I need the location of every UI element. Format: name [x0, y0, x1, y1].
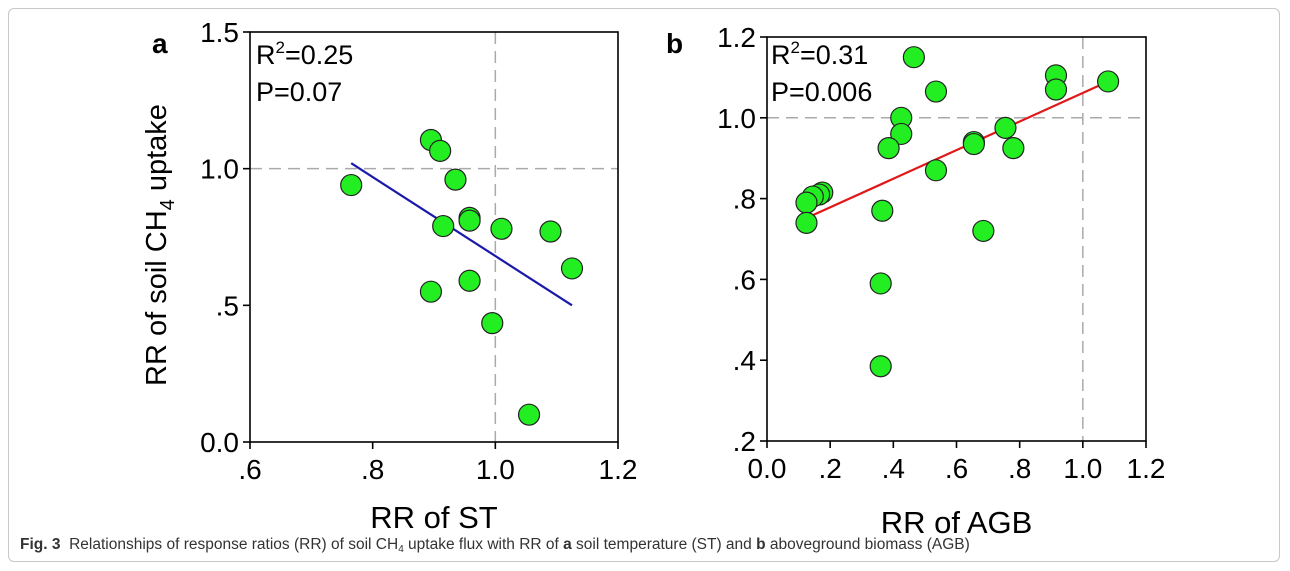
data-point: [1002, 137, 1025, 160]
r-squared-annotation: R2=0.31: [771, 38, 868, 70]
caption-fig-label: Fig. 3: [20, 536, 61, 553]
data-point: [795, 191, 818, 214]
data-point: [432, 214, 455, 238]
y-tick-label: .5: [216, 290, 239, 321]
x-tick-label: 1.0: [1063, 453, 1102, 484]
panel-b: .2.4.6.81.01.20.0.2.4.6.8 1.0 1.2RR of AGB…: [666, 22, 1165, 540]
r-squared-annotation: R2=0.25: [256, 38, 353, 70]
figure-frame: [8, 8, 1280, 562]
data-point: [972, 219, 995, 243]
panel-label: a: [152, 28, 168, 59]
data-point: [458, 209, 481, 232]
y-tick-label: 1.2: [717, 22, 756, 53]
data-point: [429, 139, 452, 162]
x-axis-label: RR of ST: [370, 500, 498, 535]
regression-line: [804, 80, 1109, 220]
caption-a-label: a: [563, 536, 572, 553]
r-squared-sup: 2: [791, 38, 800, 57]
x-tick-label: 1.2: [1127, 453, 1166, 484]
caption-text-4: aboveground biomass (AGB): [765, 536, 970, 553]
data-point: [795, 211, 818, 234]
r-squared-sup: 2: [276, 38, 285, 57]
p-value-annotation: P=0.07: [256, 77, 342, 107]
x-tick-label: .8: [361, 454, 384, 485]
data-point: [962, 132, 985, 156]
data-point: [924, 159, 948, 182]
panel-a: 0.0 .5 1.0 1.5 .6 .8 1.0 1.2 RR of ST a R2=0.25 P=0…: [152, 17, 637, 535]
data-point: [902, 46, 925, 69]
x-tick-label: .6: [945, 453, 968, 484]
y-axis-label: RR of soil CH4 uptake: [141, 104, 179, 386]
data-point: [517, 403, 541, 426]
data-point: [560, 257, 584, 280]
data-point: [890, 122, 913, 146]
regression-line: [350, 162, 573, 307]
y-tick-label: .8: [733, 184, 756, 215]
caption-b-label: b: [756, 536, 766, 553]
x-tick-label: .2: [818, 453, 841, 484]
r-squared-value: =0.31: [800, 40, 868, 70]
y-tick-label: 1.0: [200, 154, 239, 185]
x-tick-label: .4: [882, 453, 905, 484]
caption-text-1: Relationships of response ratios (RR) of…: [69, 536, 399, 553]
data-point: [924, 80, 948, 103]
plot-area-frame: [249, 31, 619, 443]
data-point: [869, 272, 892, 295]
y-axis-label-main: RR of soil CH: [141, 210, 173, 386]
x-axis-label: RR of AGB: [881, 505, 1033, 540]
data-point: [444, 168, 467, 191]
data-point: [490, 217, 513, 240]
y-axis-label-sub: 4: [157, 199, 179, 210]
r-squared-r: R: [256, 40, 276, 70]
data-point: [539, 220, 562, 243]
panel-label: b: [666, 28, 683, 59]
data-point: [1044, 78, 1068, 101]
y-tick-label: .6: [733, 264, 756, 295]
y-tick-label: 1.0: [717, 103, 756, 134]
y-tick-label: 0.0: [200, 427, 239, 458]
data-point: [458, 269, 481, 292]
data-point: [994, 116, 1017, 140]
y-axis-label-tail: uptake: [141, 104, 173, 199]
data-point: [1096, 70, 1120, 93]
data-point: [340, 173, 363, 197]
r-squared-r: R: [771, 40, 791, 70]
caption-sub: 4: [398, 544, 404, 555]
y-tick-label: .2: [733, 426, 756, 457]
y-tick-label: 1.5: [200, 17, 239, 48]
x-tick-label: 0.0: [748, 453, 787, 484]
x-tick-label: 1.0: [476, 454, 515, 485]
caption-text-3: soil temperature (ST) and: [571, 536, 757, 553]
caption-text-2: uptake flux with RR of: [403, 536, 564, 553]
x-tick-label: .8: [1008, 453, 1031, 484]
p-value-annotation: P=0.006: [771, 77, 872, 107]
data-point: [419, 280, 443, 303]
data-point: [869, 355, 892, 378]
y-tick-label: .4: [733, 345, 756, 376]
r-squared-value: =0.25: [285, 40, 353, 70]
figure-caption: Fig. 3 Relationships of response ratios …: [20, 536, 970, 555]
data-point: [481, 312, 504, 335]
data-point: [871, 199, 894, 222]
data-point: [877, 137, 900, 160]
x-tick-label: .6: [238, 454, 261, 485]
x-tick-label: 1.2: [599, 454, 638, 485]
